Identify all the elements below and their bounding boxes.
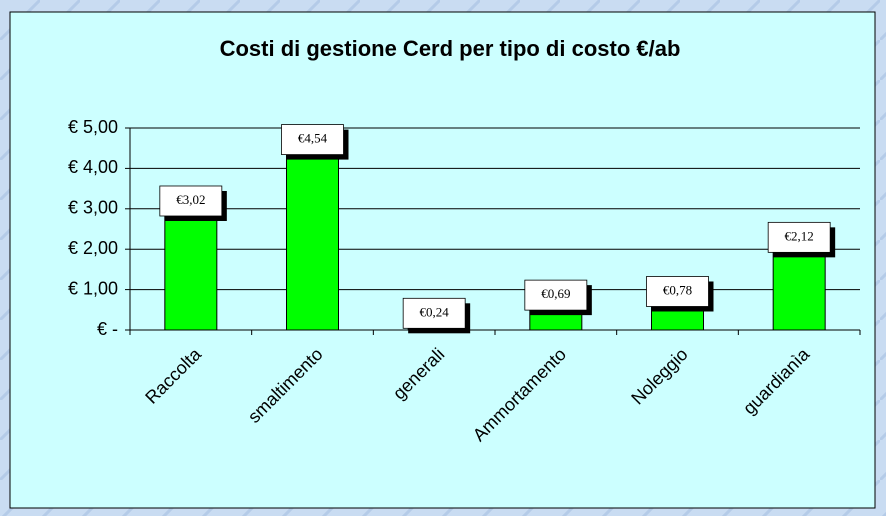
chart-area bbox=[9, 11, 876, 509]
value-label-box bbox=[524, 279, 588, 311]
value-label-box bbox=[159, 185, 223, 217]
value-label: €0,78 bbox=[663, 282, 692, 297]
value-label: €0,24 bbox=[420, 304, 450, 319]
value-label: €4,54 bbox=[298, 131, 328, 146]
y-tick-label: € 4,00 bbox=[68, 157, 118, 177]
value-label-box bbox=[402, 297, 466, 329]
bar bbox=[164, 207, 218, 331]
chart-title: Costi di gestione Cerd per tipo di costo… bbox=[220, 36, 681, 61]
y-tick-label: € - bbox=[97, 319, 118, 339]
y-tick-label: € 3,00 bbox=[68, 198, 118, 218]
value-label-box bbox=[646, 276, 709, 307]
y-tick-label: € 2,00 bbox=[68, 238, 118, 258]
bar bbox=[286, 146, 339, 331]
y-tick-label: € 5,00 bbox=[68, 117, 118, 137]
y-tick-label: € 1,00 bbox=[68, 278, 118, 298]
value-label-box bbox=[281, 124, 344, 155]
value-label-box bbox=[767, 221, 831, 253]
value-label: €2,12 bbox=[785, 228, 814, 243]
value-label: €0,69 bbox=[541, 286, 570, 301]
value-label: €3,02 bbox=[176, 192, 205, 207]
